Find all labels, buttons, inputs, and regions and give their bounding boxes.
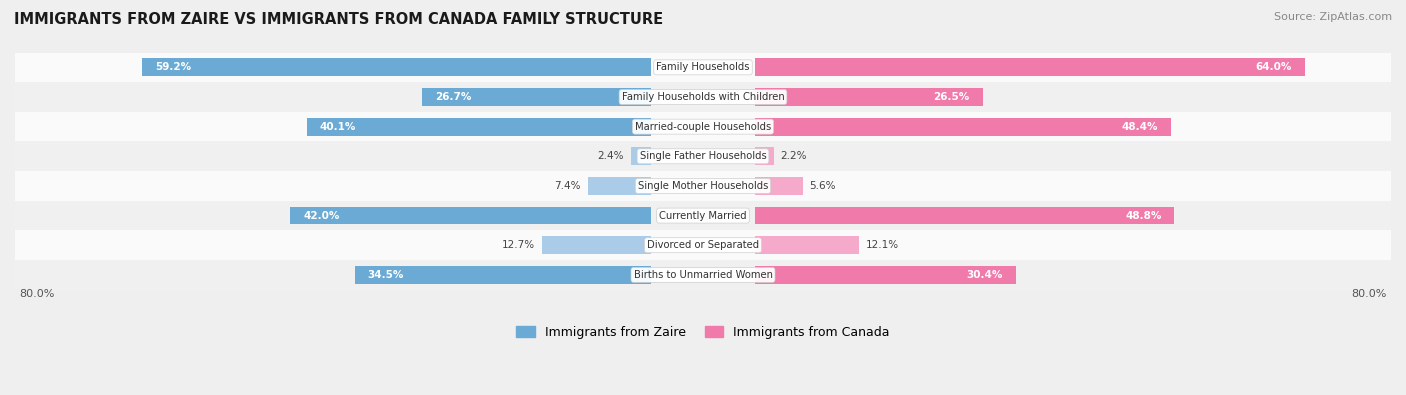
Bar: [755, 236, 859, 254]
Bar: [15, 201, 1391, 230]
Bar: [755, 147, 773, 165]
Text: 12.1%: 12.1%: [866, 240, 898, 250]
Bar: [290, 207, 651, 224]
Bar: [15, 230, 1391, 260]
Bar: [543, 236, 651, 254]
Text: 7.4%: 7.4%: [554, 181, 581, 191]
Bar: [142, 58, 651, 76]
Text: 12.7%: 12.7%: [502, 240, 536, 250]
Text: 34.5%: 34.5%: [367, 270, 404, 280]
Bar: [755, 88, 983, 106]
Text: 26.5%: 26.5%: [934, 92, 970, 102]
Bar: [15, 112, 1391, 141]
Text: 2.4%: 2.4%: [598, 151, 624, 161]
Bar: [588, 177, 651, 195]
Text: 48.8%: 48.8%: [1125, 211, 1161, 220]
Text: 2.2%: 2.2%: [780, 151, 807, 161]
Legend: Immigrants from Zaire, Immigrants from Canada: Immigrants from Zaire, Immigrants from C…: [512, 321, 894, 344]
Text: 5.6%: 5.6%: [810, 181, 837, 191]
Text: Currently Married: Currently Married: [659, 211, 747, 220]
Bar: [755, 118, 1171, 135]
Text: Family Households with Children: Family Households with Children: [621, 92, 785, 102]
Bar: [631, 147, 651, 165]
Bar: [755, 266, 1017, 284]
Bar: [354, 266, 651, 284]
Text: 64.0%: 64.0%: [1256, 62, 1292, 72]
Bar: [15, 141, 1391, 171]
Text: 59.2%: 59.2%: [155, 62, 191, 72]
Text: Births to Unmarried Women: Births to Unmarried Women: [634, 270, 772, 280]
Bar: [755, 177, 803, 195]
Bar: [755, 207, 1174, 224]
Text: 48.4%: 48.4%: [1122, 122, 1159, 132]
Text: 42.0%: 42.0%: [304, 211, 339, 220]
Text: 30.4%: 30.4%: [967, 270, 1002, 280]
Text: 80.0%: 80.0%: [1351, 289, 1386, 299]
Text: Married-couple Households: Married-couple Households: [636, 122, 770, 132]
Text: Single Father Households: Single Father Households: [640, 151, 766, 161]
Text: Divorced or Separated: Divorced or Separated: [647, 240, 759, 250]
Bar: [15, 171, 1391, 201]
Bar: [15, 260, 1391, 290]
Text: 40.1%: 40.1%: [319, 122, 356, 132]
Text: IMMIGRANTS FROM ZAIRE VS IMMIGRANTS FROM CANADA FAMILY STRUCTURE: IMMIGRANTS FROM ZAIRE VS IMMIGRANTS FROM…: [14, 12, 664, 27]
Text: 26.7%: 26.7%: [434, 92, 471, 102]
Bar: [15, 82, 1391, 112]
Bar: [422, 88, 651, 106]
Bar: [755, 58, 1305, 76]
Bar: [307, 118, 651, 135]
Bar: [15, 53, 1391, 82]
Text: Family Households: Family Households: [657, 62, 749, 72]
Text: Source: ZipAtlas.com: Source: ZipAtlas.com: [1274, 12, 1392, 22]
Text: Single Mother Households: Single Mother Households: [638, 181, 768, 191]
Text: 80.0%: 80.0%: [20, 289, 55, 299]
